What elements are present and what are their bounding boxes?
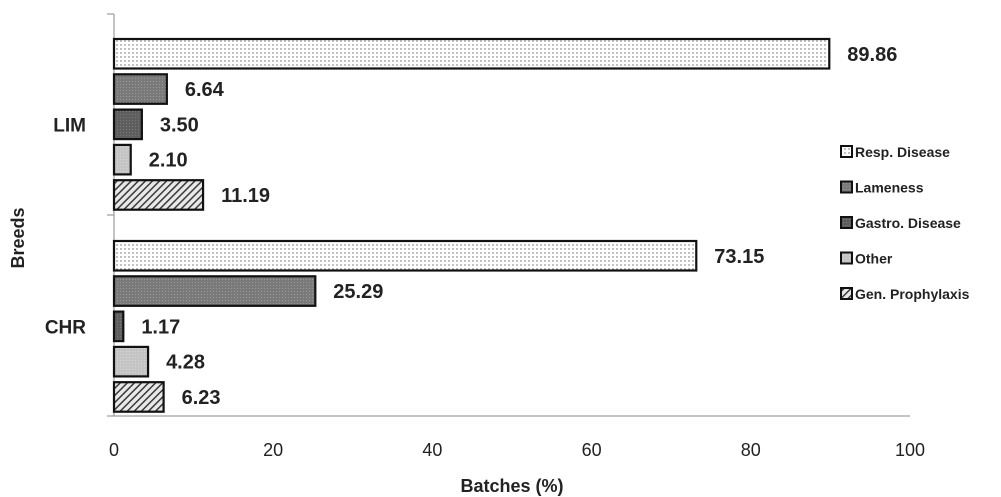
axes — [113, 14, 910, 417]
legend-swatch-resp-disease — [840, 145, 853, 158]
bar-chr-resp-disease — [112, 239, 698, 272]
legend-swatch-gen-prophylaxis — [840, 287, 853, 300]
category-label-lim: LIM — [53, 115, 86, 136]
legend-swatch-lameness — [840, 180, 853, 194]
bar-lim-resp-disease — [112, 37, 831, 70]
data-label-chr-resp-disease: 73.15 — [714, 246, 764, 268]
data-label-lim-resp-disease: 89.86 — [847, 44, 897, 66]
data-label-lim-other: 2.10 — [149, 150, 188, 172]
x-tick-label: 40 — [422, 440, 442, 460]
data-label-chr-gen-prophylaxis: 6.23 — [182, 387, 221, 409]
bars — [112, 37, 831, 413]
legend-swatch-other — [840, 251, 853, 265]
data-label-lim-lameness: 6.64 — [185, 79, 225, 101]
bar-chr-lameness — [112, 275, 317, 307]
x-tick-labels: 0 20 40 60 80 100 — [109, 440, 925, 460]
y-axis-title: Breeds — [8, 207, 28, 268]
data-label-lim-gastro-disease: 3.50 — [160, 114, 199, 136]
bar-chr-other — [112, 345, 150, 378]
legend-swatch-gastro-disease — [840, 216, 853, 229]
bar-chr-gastro-disease — [112, 310, 125, 343]
category-labels: LIM CHR — [45, 115, 86, 338]
legend-label-other: Other — [855, 251, 893, 267]
x-tick-label: 60 — [582, 440, 602, 460]
legend-label-gastro-disease: Gastro. Disease — [855, 215, 961, 231]
data-labels: 89.86 6.64 3.50 2.10 11.19 73.15 25.29 1.17 4.28… — [141, 44, 897, 409]
data-label-chr-lameness: 25.29 — [333, 281, 383, 303]
x-tick-label: 20 — [263, 440, 283, 460]
x-tick-label: 100 — [895, 440, 925, 460]
y-axis-ticks — [107, 13, 114, 417]
data-label-chr-gastro-disease: 1.17 — [141, 316, 180, 338]
legend-label-gen-prophylaxis: Gen. Prophylaxis — [855, 286, 970, 302]
bar-lim-lameness — [112, 73, 168, 105]
legend: Resp. Disease Lameness Gastro. Disease Othe… — [840, 144, 970, 302]
x-tick-label: 80 — [741, 440, 761, 460]
bar-lim-gastro-disease — [112, 108, 143, 141]
bar-lim-other — [112, 143, 132, 176]
bar-lim-gen-prophylaxis — [112, 179, 205, 211]
data-label-chr-other: 4.28 — [166, 352, 205, 374]
x-axis-title: Batches (%) — [460, 476, 563, 496]
category-label-chr: CHR — [45, 317, 86, 338]
x-tick-label: 0 — [109, 440, 119, 460]
legend-label-resp-disease: Resp. Disease — [855, 144, 950, 160]
legend-label-lameness: Lameness — [855, 180, 924, 196]
bar-chr-gen-prophylaxis — [112, 381, 165, 413]
data-label-lim-gen-prophylaxis: 11.19 — [221, 185, 270, 207]
